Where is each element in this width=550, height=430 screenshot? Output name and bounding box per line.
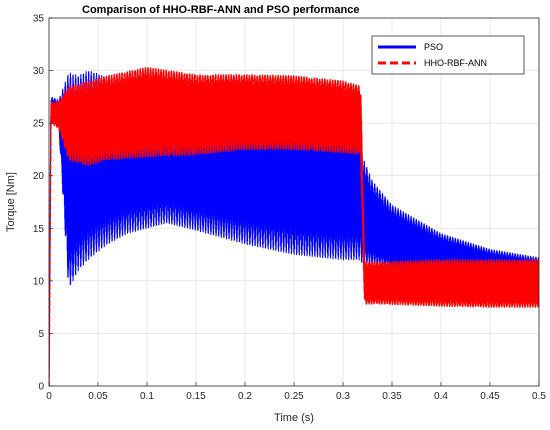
x-tick-label: 0.1 [140, 391, 154, 402]
y-tick-label: 10 [33, 276, 45, 287]
series-line-hho-rbf-ann [49, 67, 539, 386]
y-tick-label: 35 [33, 14, 45, 25]
x-axis-ticks: 0 0.05 0.1 0.15 0.2 0.25 0.3 0.35 0.4 0.45 0.5 [46, 382, 546, 402]
y-tick-label: 0 [38, 382, 44, 393]
x-tick-label: 0.45 [480, 391, 500, 402]
x-tick-label: 0.2 [238, 391, 252, 402]
x-tick-label: 0 [46, 391, 52, 402]
y-tick-label: 20 [33, 171, 45, 182]
x-tick-label: 0.4 [434, 391, 448, 402]
legend: PSO HHO-RBF-ANN [371, 35, 525, 75]
y-axis-ticks: 0 5 10 15 20 25 30 35 [33, 14, 53, 393]
y-tick-label: 25 [33, 119, 45, 130]
x-tick-label: 0.35 [382, 391, 402, 402]
x-tick-label: 0.3 [336, 391, 350, 402]
legend-label-pso: PSO [424, 42, 443, 52]
chart-title: Comparison of HHO-RBF-ANN and PSO perfor… [82, 4, 359, 16]
x-tick-label: 0.5 [532, 391, 546, 402]
x-tick-label: 0.15 [186, 391, 206, 402]
y-tick-label: 5 [38, 329, 44, 340]
x-tick-label: 0.05 [88, 391, 108, 402]
series-layer [49, 67, 539, 386]
y-tick-label: 15 [33, 224, 45, 235]
y-tick-label: 30 [33, 66, 45, 77]
y-axis-label: Torque [Nm] [5, 172, 17, 232]
legend-label-hho-rbf-ann: HHO-RBF-ANN [424, 58, 487, 68]
x-axis-label: Time (s) [274, 412, 314, 424]
legend-box [371, 35, 525, 75]
x-tick-label: 0.25 [284, 391, 304, 402]
